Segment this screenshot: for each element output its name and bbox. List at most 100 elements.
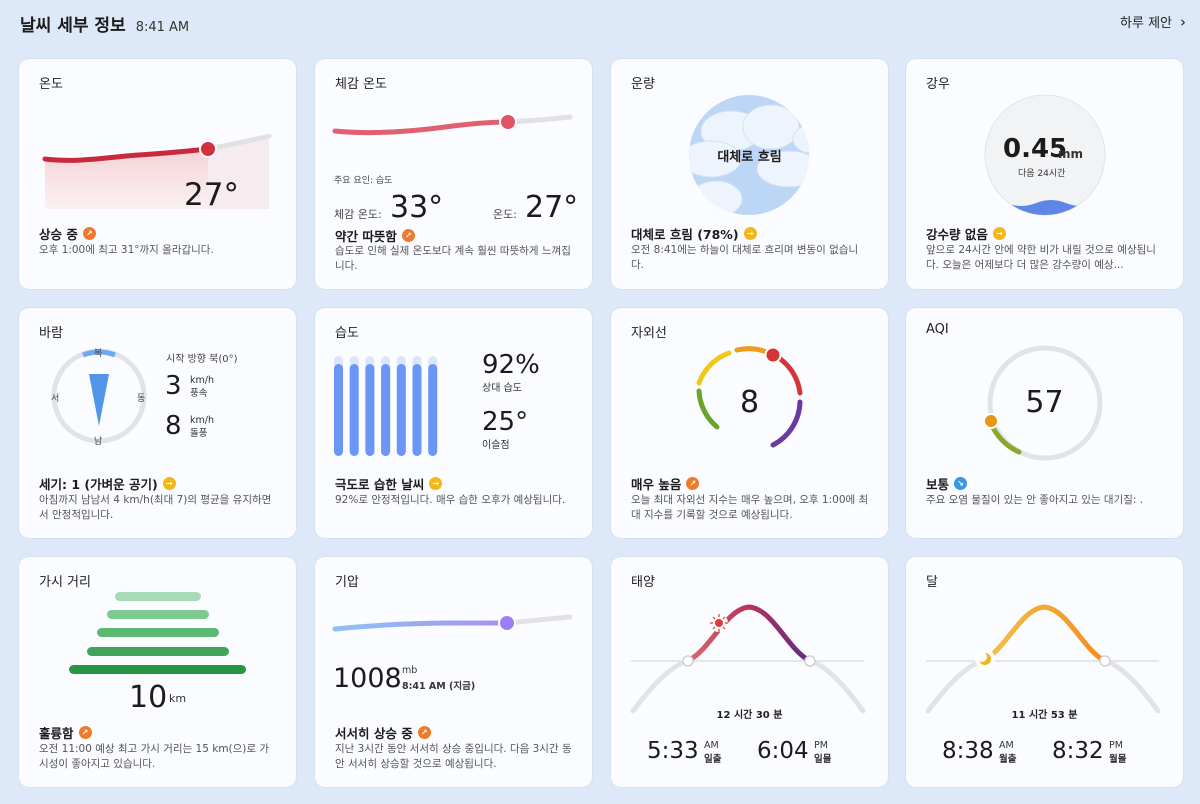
header-time: 8:41 AM (135, 20, 190, 35)
humidity-bar (428, 364, 438, 456)
humidity-card[interactable]: 습도 92% 상대 습도 25° 이슬점 극도로 습한 날씨 → 92%로 안정… (315, 308, 592, 538)
moonset-ampm: PM (1109, 740, 1123, 751)
status-row: 상승 중 ↗ (39, 224, 96, 243)
uv-gauge (696, 346, 803, 448)
humidity-bar (334, 364, 343, 456)
humidity-bar (412, 364, 422, 456)
status-row: 대체로 흐림 (78%) → (631, 224, 757, 243)
cloud-cover-card[interactable]: 운량 대체로 흐림 대체로 흐림 (78%) → 오전 8:41에는 하늘이 대… (611, 59, 888, 289)
rain-unit: mm (1058, 147, 1084, 161)
visibility-bars (69, 592, 246, 674)
rain-value: 0.45 (1003, 134, 1068, 164)
feels-desc: 습도로 인해 실제 온도보다 계속 훨씬 따뜻하게 느껴집니다. (335, 245, 571, 272)
sunrise-ampm: AM (704, 740, 719, 751)
status-row: 강수량 없음 → (926, 224, 1006, 243)
temperature-chart (42, 133, 272, 209)
wind-desc: 아침까지 남남서 4 km/h(최대 7)의 평균을 유지하면서 안정적입니다. (39, 494, 272, 521)
chevron-right-icon: › (1180, 12, 1186, 31)
feels-value: 33° (390, 190, 444, 225)
trend-flat-icon: → (743, 227, 757, 240)
card-title: 습도 (335, 326, 359, 341)
card-title: 달 (926, 575, 938, 590)
aqi-card[interactable]: AQI 57 보통 ↘ 주요 오염 물질이 있는 안 좋아지고 있는 대기질: … (906, 308, 1183, 538)
humidity-value: 92% (482, 350, 540, 380)
moon-arc (925, 604, 1161, 714)
pressure-chart (332, 614, 573, 632)
aqi-status: 보통 (926, 477, 950, 492)
humidity-desc: 92%로 안정적입니다. 매우 습한 오후가 예상됩니다. (335, 494, 566, 506)
compass-west: 서 (51, 394, 60, 404)
wind-status: 세기: 1 (가벼운 공기) (39, 477, 158, 492)
pressure-time: 8:41 AM (지금) (402, 681, 476, 692)
uv-marker (764, 346, 782, 364)
pressure-card[interactable]: 기압 1008 mb 8:41 AM (지금) 서서히 상승 중 ↗ 지난 3시… (315, 557, 592, 787)
trend-flat-icon: → (992, 227, 1006, 240)
pressure-status: 서서히 상승 중 (335, 726, 413, 741)
pressure-value: 1008 (333, 663, 402, 694)
cloud-status: 대체로 흐림 (78%) (631, 227, 739, 242)
wind-card[interactable]: 바람 북 남 동 서 시작 방향 북(0°) 3 km/h 풍속 8 km/h … (19, 308, 296, 538)
wind-direction: 시작 방향 북(0°) (166, 354, 238, 365)
card-title: 태양 (631, 575, 655, 590)
moon-card[interactable]: 달 11 시간 53 분 8:38 AM 월출 8:32 PM 월몰 (906, 557, 1183, 787)
moonrise-time: 8:38 (942, 738, 994, 764)
feels-status: 약간 따뜻함 (335, 229, 397, 244)
wind-speed-unit: km/h (190, 375, 214, 386)
feels-label: 체감 온도: (334, 208, 382, 221)
wind-gust-unit: km/h (190, 415, 214, 426)
feels-like-chart (332, 113, 573, 136)
temperature-card[interactable]: 온도 27° 상승 중 ↗ 오후 1:00에 최고 31°까지 올라갑니다. (19, 59, 296, 289)
dew-point-value: 25° (482, 407, 529, 437)
compass-south: 남 (94, 437, 103, 447)
temperature-desc: 오후 1:00에 최고 31°까지 올라갑니다. (39, 244, 214, 256)
daily-suggestion-label: 하루 제안 (1120, 16, 1172, 31)
card-title: 강우 (926, 77, 950, 92)
temp-value: 27° (525, 190, 579, 225)
status-row: 보통 ↘ (926, 474, 968, 493)
cloud-desc: 오전 8:41에는 하늘이 대체로 흐리며 변동이 없습니다. (631, 244, 859, 271)
moonset-time: 8:32 (1052, 738, 1104, 764)
rain-period: 다음 24시간 (1018, 169, 1066, 179)
visibility-card[interactable]: 가시 거리 10 km 훌륭함 ↗ 오전 11:00 예상 최고 가시 거리는 … (19, 557, 296, 787)
sun-card[interactable]: 태양 12 시간 30 분 5:33 AM 일출 6:04 (611, 557, 888, 787)
visibility-value: 10 (129, 680, 168, 715)
sun-position-icon (710, 614, 728, 632)
wind-gust-label: 돌풍 (190, 428, 208, 439)
aqi-marker (983, 413, 999, 429)
humidity-status: 극도로 습한 날씨 (335, 477, 425, 492)
precipitation-card[interactable]: 강우 0.45 mm 다음 24시간 강수량 없음 → 앞으로 24시간 안에 … (906, 59, 1183, 289)
aqi-desc: 주요 오염 물질이 있는 안 좋아지고 있는 대기질: . (926, 494, 1144, 506)
card-title: 체감 온도 (335, 77, 387, 92)
trend-flat-icon: → (429, 477, 443, 490)
moonrise-ampm: AM (999, 740, 1014, 751)
pressure-unit: mb (402, 665, 418, 676)
sun-arc (630, 604, 866, 714)
trend-up-icon: ↗ (82, 227, 96, 240)
card-title: AQI (926, 322, 949, 337)
trend-up-icon: ↗ (417, 726, 431, 739)
feels-factor: 주요 요인: 습도 (334, 176, 393, 186)
wind-speed: 3 (165, 371, 182, 401)
feels-like-card[interactable]: 체감 온도 주요 요인: 습도 체감 온도: 33° 온도: 27° 약간 따뜻… (315, 59, 592, 289)
status-row: 훌륭함 ↗ (39, 723, 92, 742)
sunrise-time: 5:33 (647, 738, 699, 764)
humidity-bar (365, 364, 375, 456)
uv-status: 매우 높음 (631, 477, 682, 492)
humidity-bars (334, 356, 438, 456)
uv-index-card[interactable]: 자외선 8 매우 높음 ↗ 오늘 최대 자외선 지수는 매우 높으며, 오후 1… (611, 308, 888, 538)
rain-status: 강수량 없음 (926, 227, 988, 242)
wind-gust: 8 (165, 411, 182, 441)
sunset-label: 일몰 (814, 754, 832, 765)
dew-point-label: 이슬점 (482, 440, 510, 451)
humidity-label: 상대 습도 (482, 383, 522, 394)
humidity-bar (396, 364, 406, 456)
sunset-ampm: PM (814, 740, 828, 751)
daily-suggestion-link[interactable]: 하루 제안 › (1120, 12, 1186, 32)
card-title: 기압 (335, 575, 359, 590)
temp-label: 온도: (493, 208, 517, 221)
temperature-value: 27° (184, 177, 239, 213)
moon-position-icon (975, 649, 995, 669)
compass-east: 동 (137, 394, 146, 404)
rain-desc: 앞으로 24시간 안에 약한 비가 내릴 것으로 예상됩니다. 오늘은 어제보다… (926, 244, 1156, 271)
page-title: 날씨 세부 정보 (20, 16, 126, 36)
